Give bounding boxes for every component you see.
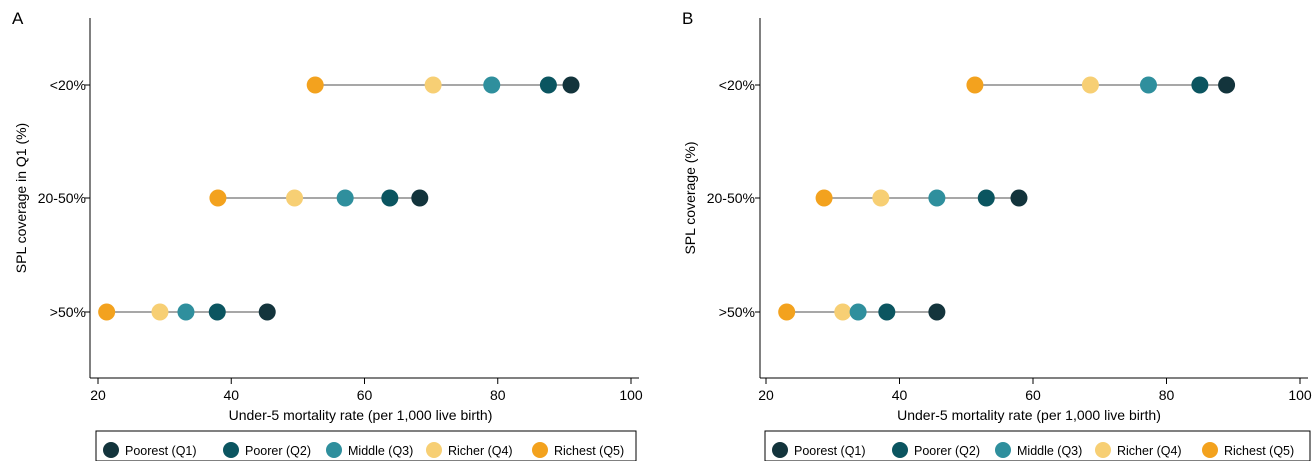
legend-label: Poorest (Q1): [794, 444, 866, 458]
x-tick-label: 20: [90, 387, 106, 403]
legend-label: Poorer (Q2): [245, 444, 311, 458]
legend-label: Richer (Q4): [1117, 444, 1182, 458]
legend-label: Middle (Q3): [1017, 444, 1082, 458]
data-point: [208, 303, 226, 321]
data-point: [562, 76, 580, 94]
data-point: [539, 76, 557, 94]
legend-marker: [326, 442, 342, 458]
y-tick-label: >50%: [719, 304, 755, 320]
legend-label: Richest (Q5): [1224, 444, 1294, 458]
legend-marker: [772, 442, 788, 458]
data-point: [1081, 76, 1099, 94]
data-point: [286, 189, 304, 207]
legend-box: [764, 430, 1311, 461]
legend-marker: [995, 442, 1011, 458]
panel-a: A 20 40 60 80 100 Under-5 mortality rate (per …: [12, 9, 643, 461]
data-point: [878, 303, 896, 321]
data-point: [928, 189, 946, 207]
data-point: [424, 76, 442, 94]
data-point: [928, 303, 946, 321]
data-point: [834, 303, 852, 321]
legend-label: Middle (Q3): [348, 444, 413, 458]
y-tick-label: 20-50%: [38, 190, 86, 206]
legend-marker: [223, 442, 239, 458]
panel-label: A: [12, 9, 24, 28]
x-tick-label: 80: [1159, 387, 1175, 403]
data-point: [1191, 76, 1209, 94]
data-point: [966, 76, 984, 94]
y-tick-label: >50%: [50, 304, 86, 320]
legend-marker: [892, 442, 908, 458]
legend-marker: [103, 442, 119, 458]
data-point: [1010, 189, 1028, 207]
legend-label: Poorest (Q1): [125, 444, 197, 458]
data-point: [336, 189, 354, 207]
data-point: [1139, 76, 1157, 94]
x-tick-label: 80: [490, 387, 506, 403]
x-tick-label: 100: [619, 387, 643, 403]
x-axis-title: Under-5 mortality rate (per 1,000 live b…: [229, 407, 493, 423]
legend-label: Poorer (Q2): [914, 444, 980, 458]
legend: Poorest (Q1) Poorer (Q2) Middle (Q3) Richer…: [764, 430, 1311, 461]
legend-marker: [1095, 442, 1111, 458]
legend-marker: [532, 442, 548, 458]
data-point: [151, 303, 169, 321]
legend-label: Richest (Q5): [554, 444, 624, 458]
x-tick-label: 40: [223, 387, 239, 403]
data-point: [483, 76, 501, 94]
data-point: [209, 189, 227, 207]
data-point: [306, 76, 324, 94]
panel-label: B: [682, 9, 693, 28]
legend-marker: [426, 442, 442, 458]
data-point: [849, 303, 867, 321]
x-tick-label: 60: [357, 387, 373, 403]
data-point: [977, 189, 995, 207]
data-point: [177, 303, 195, 321]
y-axis-title: SPL coverage in Q1 (%): [13, 123, 29, 273]
y-axis-title: SPL coverage (%): [682, 141, 698, 254]
legend-label: Richer (Q4): [448, 444, 513, 458]
legend: Poorest (Q1) Poorer (Q2) Middle (Q3) Richer…: [95, 430, 637, 461]
y-tick-label: <20%: [719, 77, 755, 93]
data-point: [778, 303, 796, 321]
data-point: [815, 189, 833, 207]
data-point: [98, 303, 116, 321]
x-tick-label: 60: [1025, 387, 1041, 403]
legend-marker: [1202, 442, 1218, 458]
panel-b: B 20 40 60 80 100 Under-5 mortality rate (per …: [682, 9, 1312, 461]
x-axis-title: Under-5 mortality rate (per 1,000 live b…: [897, 407, 1161, 423]
data-point: [258, 303, 276, 321]
y-tick-label: 20-50%: [707, 190, 755, 206]
data-point: [381, 189, 399, 207]
x-tick-label: 40: [892, 387, 908, 403]
x-tick-label: 100: [1288, 387, 1312, 403]
data-point: [872, 189, 890, 207]
y-tick-label: <20%: [50, 77, 86, 93]
data-point: [1218, 76, 1236, 94]
x-tick-label: 20: [758, 387, 774, 403]
data-point: [411, 189, 429, 207]
